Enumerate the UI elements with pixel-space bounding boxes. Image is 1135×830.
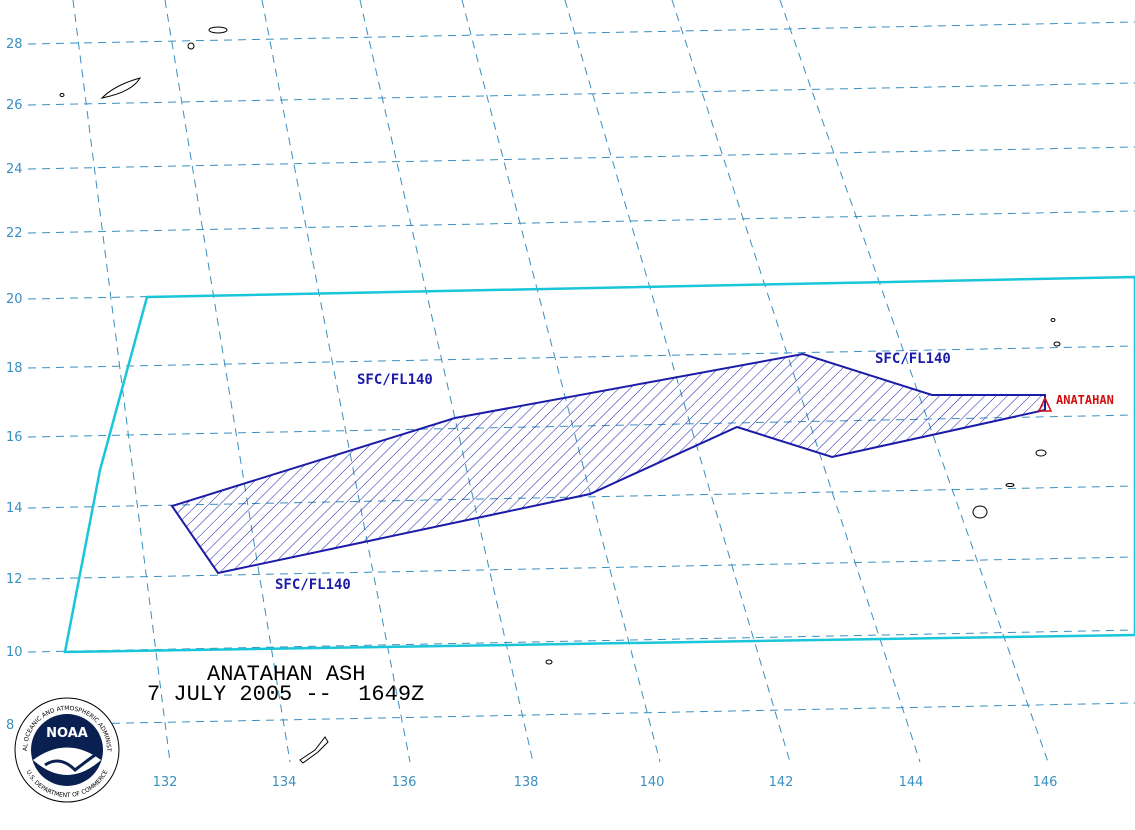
latitude-label: 24 <box>6 162 23 177</box>
latitude-label: 14 <box>6 501 23 516</box>
plume-label: SFC/FL140 <box>357 372 433 388</box>
islands <box>59 26 1061 764</box>
latitude-line <box>27 345 1135 369</box>
longitude-line <box>671 0 921 763</box>
longitude-label: 146 <box>1033 775 1058 790</box>
longitude-label: 134 <box>272 775 297 790</box>
logo-name: NOAA <box>46 726 88 741</box>
latitude-label: 18 <box>6 361 23 376</box>
latitude-label: 16 <box>6 430 23 445</box>
volcano-marker <box>1037 396 1053 412</box>
latitude-line <box>27 82 1135 106</box>
longitude-line <box>359 0 534 763</box>
longitude-line <box>779 0 1049 763</box>
latitude-line <box>27 146 1135 170</box>
longitude-line <box>164 0 291 763</box>
longitude-line <box>461 0 661 763</box>
latitude-line <box>27 210 1135 234</box>
latitude-label: 10 <box>6 645 23 660</box>
longitude-label: 140 <box>640 775 665 790</box>
latitude-label: 22 <box>6 226 23 241</box>
plume-label: SFC/FL140 <box>275 577 351 593</box>
ash-plume <box>170 352 1046 575</box>
latitude-line <box>27 702 1135 726</box>
title: ANATAHAN ASH <box>207 662 365 687</box>
longitude-label: 144 <box>899 775 924 790</box>
volcano-label: ANATAHAN <box>1056 393 1114 407</box>
latitude-label: 12 <box>6 572 23 587</box>
longitude-line <box>72 0 171 763</box>
latitude-line <box>27 21 1135 45</box>
plume-label: SFC/FL140 <box>875 351 951 367</box>
longitude-label: 132 <box>153 775 178 790</box>
latitude-label: 26 <box>6 98 23 113</box>
latitude-label: 20 <box>6 292 23 307</box>
graticule <box>27 0 1135 763</box>
latitude-label: 8 <box>6 718 14 733</box>
latitude-line <box>27 629 1135 653</box>
advisory-area <box>63 275 1135 654</box>
longitude-label: 136 <box>392 775 417 790</box>
longitude-label: 142 <box>769 775 794 790</box>
latitude-line <box>27 556 1135 580</box>
longitude-label: 138 <box>514 775 539 790</box>
longitude-line <box>261 0 411 763</box>
noaa-logo: NOAA NATIONAL OCEANIC AND ATMOSPHERIC AD… <box>0 0 120 803</box>
date: 7 JULY 2005 -- 1649Z <box>147 682 424 707</box>
latitude-label: 28 <box>6 37 23 52</box>
